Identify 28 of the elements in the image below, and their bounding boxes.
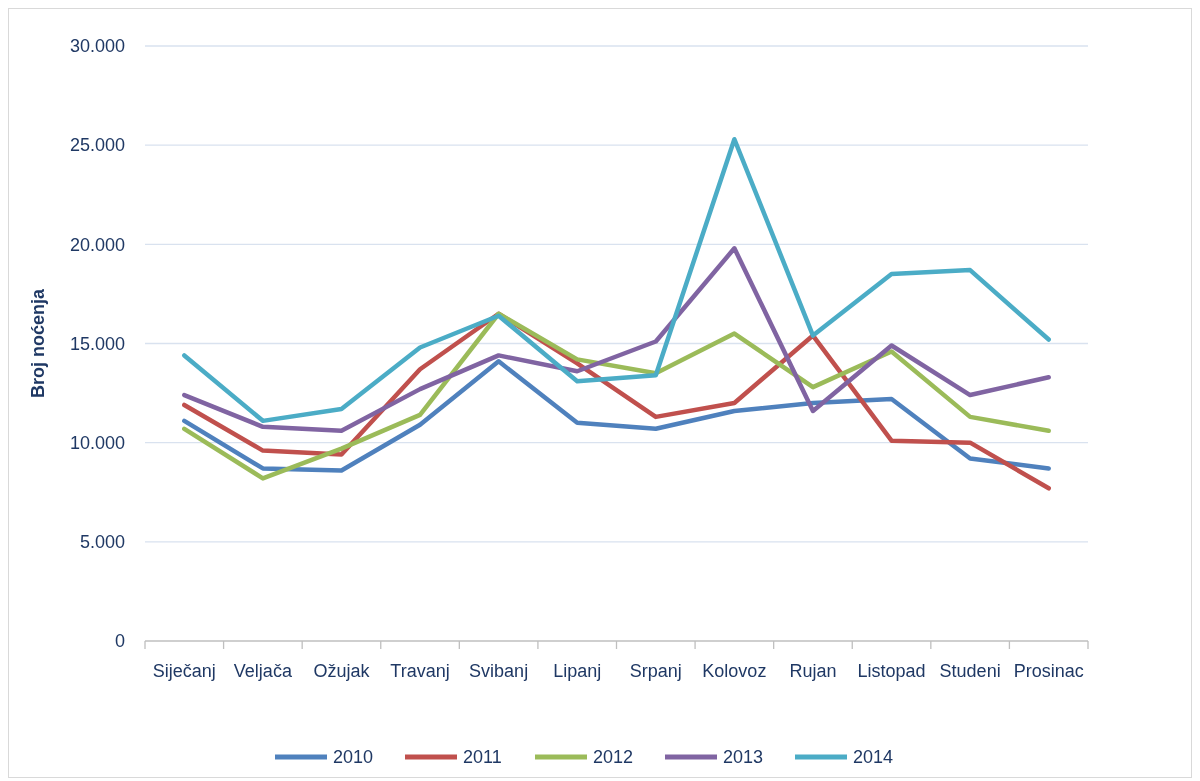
x-tick-label: Lipanj bbox=[553, 661, 602, 681]
legend-label: 2010 bbox=[333, 747, 374, 768]
y-tick-label: 5.000 bbox=[79, 532, 125, 553]
x-tick-label: Travanj bbox=[390, 661, 450, 681]
x-tick-label: Rujan bbox=[789, 661, 837, 681]
y-tick-label: 25.000 bbox=[69, 135, 125, 156]
y-tick-label: 20.000 bbox=[69, 234, 125, 255]
y-axis-title: Broj noćenja bbox=[28, 288, 48, 399]
legend-label: 2011 bbox=[463, 747, 502, 768]
line-series bbox=[182, 136, 1051, 424]
legend-label: 2012 bbox=[593, 747, 634, 768]
x-tick-label: Prosinac bbox=[1013, 661, 1084, 681]
legend-label: 2013 bbox=[723, 747, 764, 768]
y-tick-label: 10.000 bbox=[69, 432, 125, 453]
line-series bbox=[182, 359, 1051, 473]
x-tick-label: Kolovoz bbox=[702, 661, 767, 681]
x-tick-label: Ožujak bbox=[313, 661, 371, 681]
x-tick-label: Listopad bbox=[857, 661, 926, 681]
legend-label: 2014 bbox=[853, 747, 894, 768]
y-tick-label: 15.000 bbox=[69, 333, 125, 354]
y-tick-label: 30.000 bbox=[69, 36, 125, 57]
x-tick-label: Svibanj bbox=[469, 661, 529, 681]
x-tick-label: Srpanj bbox=[629, 661, 682, 681]
line-series bbox=[182, 246, 1051, 434]
x-tick-label: Studeni bbox=[939, 661, 1001, 681]
x-tick-label: Veljača bbox=[233, 661, 293, 681]
x-tick-label: Siječanj bbox=[152, 661, 216, 681]
y-tick-label: 0 bbox=[114, 631, 125, 652]
